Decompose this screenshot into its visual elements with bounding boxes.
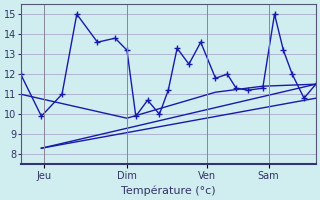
X-axis label: Température (°c): Température (°c) (121, 185, 216, 196)
